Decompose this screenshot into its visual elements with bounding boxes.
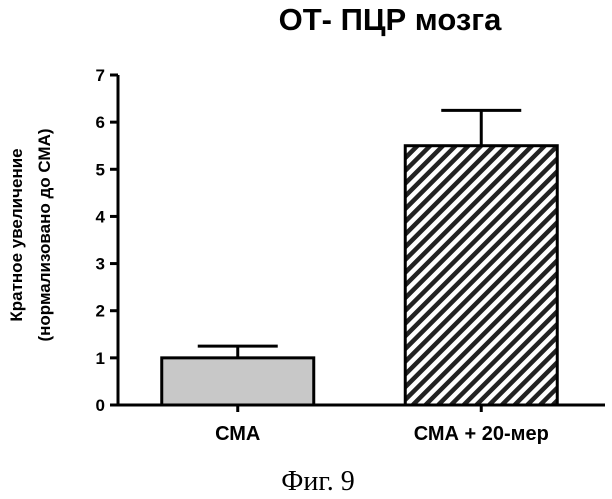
y-tick-label: 3 — [96, 255, 105, 274]
y-tick-label: 4 — [96, 207, 106, 226]
bar — [162, 358, 314, 405]
y-axis-label: Кратное увеличение (нормализовано до СМА… — [7, 128, 54, 341]
y-tick-label: 7 — [96, 66, 105, 85]
y-tick-label: 0 — [96, 396, 105, 415]
bars — [162, 110, 558, 405]
y-tick-label: 6 — [96, 113, 105, 132]
y-tick-label: 2 — [96, 302, 105, 321]
chart-title: ОТ- ПЦР мозга — [279, 2, 503, 37]
y-tick-label: 1 — [96, 349, 105, 368]
x-tick-label: СМА — [215, 423, 260, 445]
x-axis: СМА СМА + 20-мер — [118, 405, 605, 445]
figure-caption: Фиг. 9 — [281, 466, 354, 497]
y-tick-label: 5 — [96, 160, 105, 179]
bar — [405, 146, 557, 405]
y-axis-label-line2: (нормализовано до СМА) — [35, 128, 54, 341]
y-axis: 0 1 2 3 4 5 6 7 — [96, 66, 118, 415]
y-axis-label-line1: Кратное увеличение — [7, 148, 26, 321]
x-tick-label: СМА + 20-мер — [414, 423, 549, 445]
